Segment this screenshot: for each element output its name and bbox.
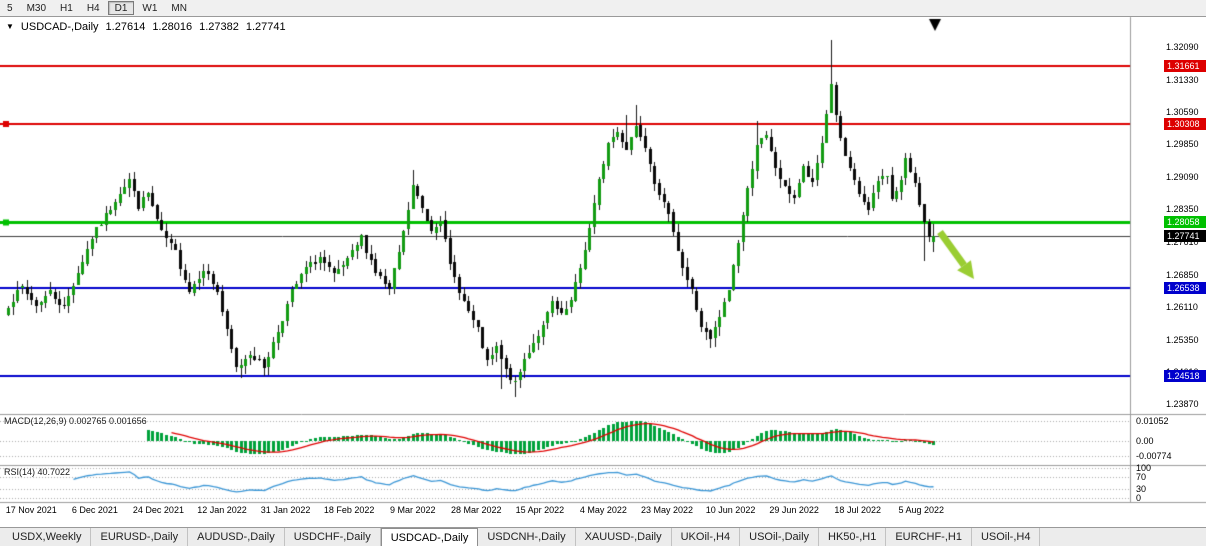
date-label: 18 Jul 2022 <box>834 505 881 515</box>
level-price-badge: 1.30308 <box>1164 118 1206 131</box>
chart-tab-ukoil-h4[interactable]: UKOil-,H4 <box>672 528 741 546</box>
chart-dropdown-icon[interactable]: ▼ <box>6 22 14 31</box>
chart-tab-usdchf-daily[interactable]: USDCHF-,Daily <box>285 528 381 546</box>
timeframe-toolbar: 5 M30 H1 H4 D1 W1 MN <box>0 0 1206 17</box>
chart-tab-bar: USDX,Weekly EURUSD-,Daily AUDUSD-,Daily USD… <box>0 527 1206 546</box>
chart-tab-usoil-daily[interactable]: USOil-,Daily <box>740 528 820 546</box>
date-label: 6 Dec 2021 <box>71 505 118 515</box>
chart-tab-usdx-weekly[interactable]: USDX,Weekly <box>3 528 92 546</box>
ohlc-close-value: 1.27741 <box>245 21 286 33</box>
level-price-badge: 1.26538 <box>1164 282 1206 295</box>
date-label: 4 May 2022 <box>579 505 627 515</box>
rsi-axis-tick: 30 <box>1136 484 1147 494</box>
ohlc-high-value: 1.28016 <box>152 21 193 33</box>
date-label: 29 Jun 2022 <box>769 505 819 515</box>
macd-axis-tick: -0.00774 <box>1136 450 1172 461</box>
date-label: 9 Mar 2022 <box>389 505 436 515</box>
date-label: 24 Dec 2021 <box>132 505 184 515</box>
price-axis-tick: 1.26850 <box>1166 269 1199 280</box>
level-price-badge: 1.28058 <box>1164 216 1206 229</box>
chart-title: ▼ USDCAD-,Daily 1.27614 1.28016 1.27382 … <box>6 21 286 33</box>
level-price-badge: 1.24518 <box>1164 369 1206 382</box>
timeframe-button-h1[interactable]: H1 <box>60 2 73 14</box>
chart-tab-usoil-h4[interactable]: USOil-,H4 <box>972 528 1041 546</box>
price-axis-tick: 1.31330 <box>1166 75 1199 85</box>
timeframe-button-w1[interactable]: W1 <box>142 2 158 14</box>
date-label: 15 Apr 2022 <box>515 505 565 515</box>
rsi-axis-tick: 70 <box>1136 472 1147 482</box>
ohlc-open-value: 1.27614 <box>105 21 146 33</box>
chart-symbol-label: USDCAD-,Daily <box>20 21 99 33</box>
date-label: 28 Mar 2022 <box>451 505 502 515</box>
chart-tab-hk50-h1[interactable]: HK50-,H1 <box>819 528 887 546</box>
date-label: 5 Aug 2022 <box>898 505 945 515</box>
macd-indicator-label: MACD(12,26,9) 0.002765 0.001656 <box>4 416 147 426</box>
date-label: 17 Nov 2021 <box>5 505 57 515</box>
rsi-axis-tick: 0 <box>1136 493 1142 503</box>
chart-tab-usdcad-daily[interactable]: USDCAD-,Daily <box>380 528 479 546</box>
chart-tab-audusd-daily[interactable]: AUDUSD-,Daily <box>188 528 285 546</box>
timeframe-button-5[interactable]: 5 <box>7 2 13 14</box>
price-axis-tick: 1.23870 <box>1166 398 1199 409</box>
macd-axis-tick: 0.00 <box>1136 436 1154 446</box>
price-axis-tick: 1.29090 <box>1166 172 1199 183</box>
timeframe-button-h4[interactable]: H4 <box>86 2 100 14</box>
price-axis-tick: 1.25350 <box>1166 334 1199 345</box>
price-axis-tick: 1.30590 <box>1166 107 1199 118</box>
date-label: 12 Jan 2022 <box>197 505 247 515</box>
timeframe-button-m30[interactable]: M30 <box>26 2 47 14</box>
current-price-badge: 1.27741 <box>1164 229 1206 242</box>
rsi-axis-tick: 100 <box>1136 463 1152 473</box>
chart-tab-usdcnh-daily[interactable]: USDCNH-,Daily <box>478 528 576 546</box>
date-label: 23 May 2022 <box>640 505 694 515</box>
rsi-indicator-label: RSI(14) 40.7022 <box>4 467 71 477</box>
date-label: 10 Jun 2022 <box>705 505 756 515</box>
chart-tab-xauusd-daily[interactable]: XAUUSD-,Daily <box>576 528 672 546</box>
macd-axis-tick: 0.01052 <box>1136 416 1169 426</box>
timeframe-button-d1[interactable]: D1 <box>107 1 135 15</box>
price-axis-tick: 1.28350 <box>1166 204 1199 215</box>
date-label: 31 Jan 2022 <box>260 505 311 515</box>
level-price-badge: 1.31661 <box>1164 59 1206 72</box>
chart-tab-eurusd-daily[interactable]: EURUSD-,Daily <box>91 528 189 546</box>
price-axis-tick: 1.32090 <box>1166 42 1199 52</box>
ohlc-low-value: 1.27382 <box>199 21 239 33</box>
chart-tab-eurchf-h1[interactable]: EURCHF-,H1 <box>886 528 972 546</box>
price-axis-tick: 1.26110 <box>1166 301 1198 312</box>
timeframe-button-mn[interactable]: MN <box>171 2 187 14</box>
date-label: 18 Feb 2022 <box>323 505 375 515</box>
price-axis-tick: 1.29850 <box>1166 139 1199 150</box>
